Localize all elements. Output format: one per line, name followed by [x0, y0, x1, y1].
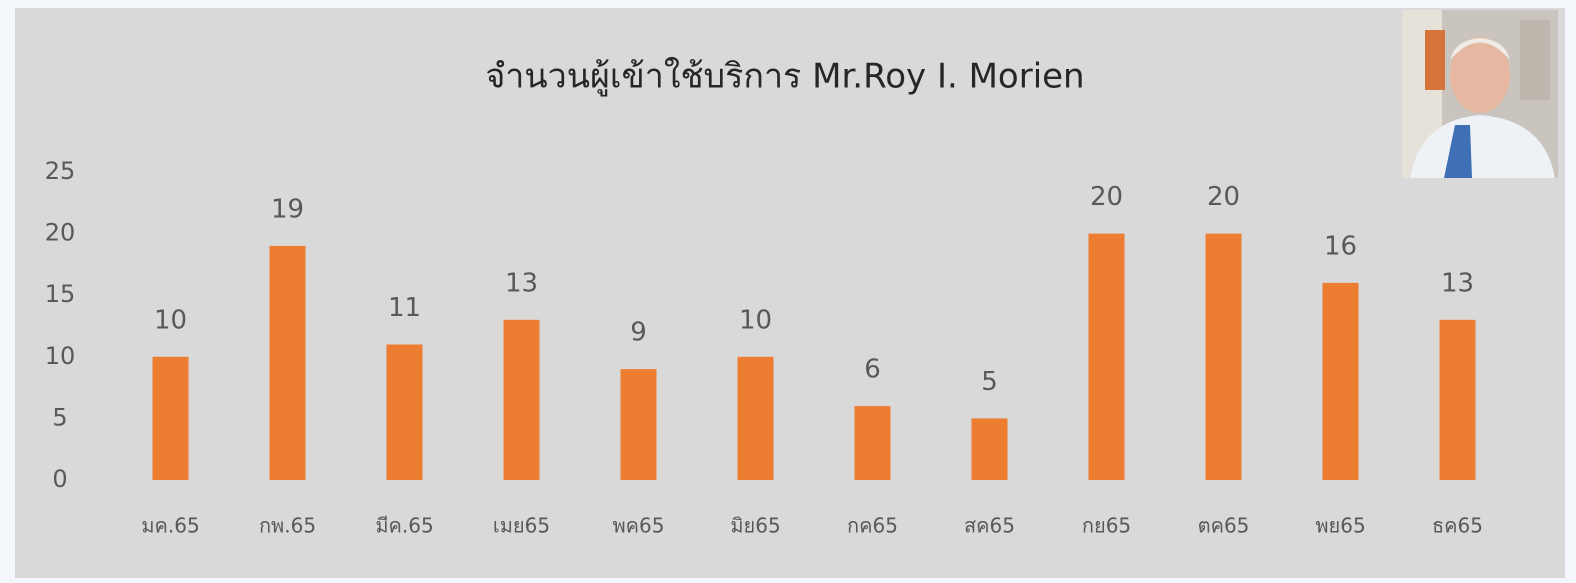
y-tick-label: 15: [45, 280, 76, 308]
bar: [503, 319, 540, 480]
bar: [737, 356, 774, 480]
x-tick-label: ตค65: [1198, 514, 1250, 538]
y-tick-label: 5: [52, 403, 67, 431]
bar: [386, 344, 423, 480]
y-tick-label: 0: [52, 465, 67, 493]
data-label: 20: [1090, 182, 1123, 212]
x-tick-label: ธค65: [1432, 514, 1483, 538]
bar: [1322, 282, 1359, 480]
x-tick-label: มิย65: [730, 514, 780, 538]
data-label: 13: [505, 268, 538, 298]
x-tick-label: มค.65: [141, 514, 199, 538]
bar: [1439, 319, 1476, 480]
x-tick-label: กพ.65: [259, 514, 316, 538]
data-label: 19: [271, 194, 304, 224]
data-label: 10: [154, 305, 187, 335]
y-tick-label: 25: [45, 157, 76, 185]
data-label: 10: [739, 305, 772, 335]
x-tick-label: สค65: [964, 514, 1015, 538]
data-label: 5: [981, 367, 998, 397]
x-tick-label: มีค.65: [375, 514, 433, 538]
photo: [1402, 10, 1558, 178]
bar: [620, 369, 657, 480]
bar: [1088, 233, 1125, 480]
x-tick-label: กค65: [847, 514, 898, 538]
y-tick-label: 20: [45, 219, 76, 247]
x-tick-label: เมย65: [493, 514, 550, 538]
x-tick-label: พย65: [1315, 514, 1365, 538]
bar: [854, 406, 891, 480]
y-tick-label: 10: [45, 342, 76, 370]
x-tick-label: กย65: [1082, 514, 1131, 538]
data-label: 13: [1441, 268, 1474, 298]
data-label: 11: [388, 293, 421, 323]
bar: [269, 245, 306, 480]
bar: [1205, 233, 1242, 480]
data-label: 20: [1207, 182, 1240, 212]
chart-title: จำนวนผู้เข้าใช้บริการ Mr.Roy I. Morien: [485, 57, 1084, 97]
data-label: 9: [630, 318, 647, 348]
data-label: 6: [864, 355, 881, 385]
data-label: 16: [1324, 231, 1357, 261]
bar: [971, 418, 1008, 480]
x-tick-label: พค65: [612, 514, 664, 538]
bar: [152, 356, 189, 480]
